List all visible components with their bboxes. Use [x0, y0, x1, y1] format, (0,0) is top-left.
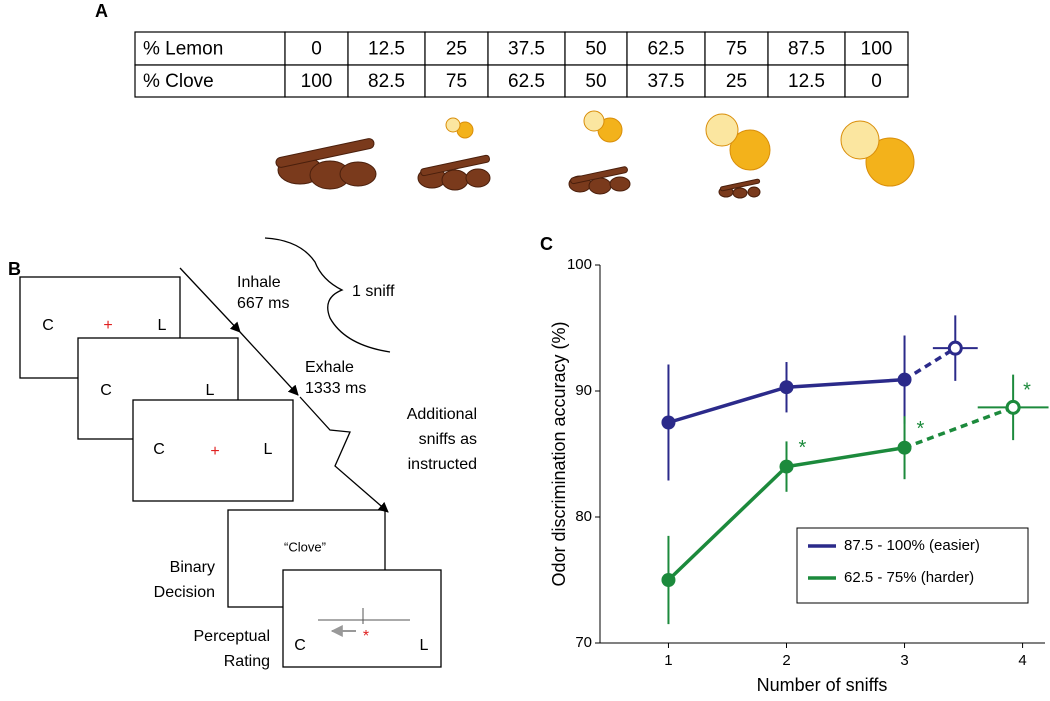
x-tick-label: 2 — [782, 652, 790, 669]
table-cell — [134, 31, 286, 66]
data-point — [779, 459, 794, 474]
table-cell — [564, 64, 628, 98]
data-point — [779, 380, 794, 395]
table-text: 75 — [726, 39, 747, 60]
timing-label: Inhale — [237, 274, 281, 291]
screen-text: C — [153, 441, 165, 458]
x-tick-label: 3 — [900, 652, 908, 669]
table-cell — [347, 64, 426, 98]
extrapolation-line — [903, 346, 957, 382]
note: instructed — [408, 456, 477, 473]
rating-cursor: * — [363, 628, 369, 645]
legend-box — [796, 527, 1029, 604]
table-cell — [767, 64, 846, 98]
table-text: 62.5 — [508, 71, 545, 92]
table-cell — [626, 64, 706, 98]
step-label: Rating — [224, 653, 270, 670]
table-cell — [424, 64, 489, 98]
timeline-arrows — [179, 237, 391, 513]
extrapolated-point — [947, 340, 963, 356]
timing-label: 1 sniff — [352, 283, 395, 300]
table-text: 82.5 — [368, 71, 405, 92]
screen-text: C — [100, 382, 112, 399]
screen-text: L — [420, 637, 429, 654]
odor-images — [275, 110, 915, 199]
extrapolation-line — [903, 405, 1014, 450]
table-text: 50 — [585, 39, 606, 60]
fixation-cross: + — [210, 443, 219, 460]
step-label: Decision — [154, 584, 215, 601]
x-tick-label: 4 — [1018, 652, 1026, 669]
plot: 70 80 90 100 1 2 3 4 87.5 - 100% (easier) * * * 62.5… — [567, 256, 1049, 669]
y-tick-label: 80 — [575, 508, 592, 525]
screen-text: C — [42, 317, 54, 334]
table-cell — [704, 31, 769, 66]
y-tick-label: 90 — [575, 382, 592, 399]
table-cell — [844, 31, 909, 66]
table: % Lemon 0 12.5 25 37.5 50 62.5 75 87.5 100 % Clove… — [134, 31, 909, 98]
data-point — [661, 573, 676, 587]
table-text: 25 — [726, 71, 747, 92]
step-label: Binary — [170, 559, 215, 576]
table-cell — [844, 64, 909, 98]
table-text: 62.5 — [648, 39, 685, 60]
screen-text: L — [206, 382, 215, 399]
significance-marker: * — [798, 437, 806, 459]
table-text: 12.5 — [368, 39, 405, 60]
significance-marker: * — [1023, 380, 1031, 402]
panel-label: B — [8, 259, 21, 279]
y-tick-label: 100 — [567, 256, 592, 273]
panel-label: C — [540, 234, 553, 254]
table-text: 12.5 — [788, 71, 825, 92]
screen: C * L — [282, 569, 442, 668]
table-text: 0 — [311, 39, 322, 60]
fixation-cross: + — [103, 317, 112, 334]
table-text: 100 — [861, 39, 893, 60]
step-label: Perceptual — [194, 628, 271, 645]
table-text: 37.5 — [648, 71, 685, 92]
table-text: 75 — [446, 71, 467, 92]
timing-label: 1333 ms — [305, 380, 366, 397]
screen-text: “Clove” — [284, 539, 326, 554]
table-text: % Lemon — [143, 39, 223, 60]
table-cell — [704, 64, 769, 98]
table-cell — [284, 64, 349, 98]
extrapolated-point — [1005, 399, 1021, 415]
table-text: 25 — [446, 39, 467, 60]
legend-label: 87.5 - 100% (easier) — [844, 537, 980, 554]
timing-label: Exhale — [305, 359, 354, 376]
timing-label: 667 ms — [237, 295, 289, 312]
table-text: 50 — [585, 71, 606, 92]
x-axis-label: Number of sniffs — [757, 675, 888, 695]
table-text: 100 — [301, 71, 333, 92]
screen-text: L — [158, 317, 167, 334]
panel-label: A — [95, 1, 108, 21]
table-cell — [284, 31, 349, 66]
table-text: % Clove — [143, 71, 214, 92]
table-text: 0 — [871, 71, 882, 92]
x-tick-label: 1 — [664, 652, 672, 669]
data-point — [661, 415, 676, 430]
screen: C + L — [132, 399, 294, 502]
y-axis-label: Odor discrimination accuracy (%) — [549, 321, 569, 586]
y-tick-label: 70 — [575, 634, 592, 651]
table-text: 37.5 — [508, 39, 545, 60]
data-point — [897, 372, 912, 387]
legend-label: 62.5 - 75% (harder) — [844, 569, 974, 586]
note: sniffs as — [419, 431, 477, 448]
significance-marker: * — [917, 418, 925, 440]
data-point — [897, 440, 912, 455]
table-text: 87.5 — [788, 39, 825, 60]
screen-text: C — [294, 637, 306, 654]
table-cell — [564, 31, 628, 66]
screen-text: L — [264, 441, 273, 458]
note: Additional — [407, 406, 477, 423]
